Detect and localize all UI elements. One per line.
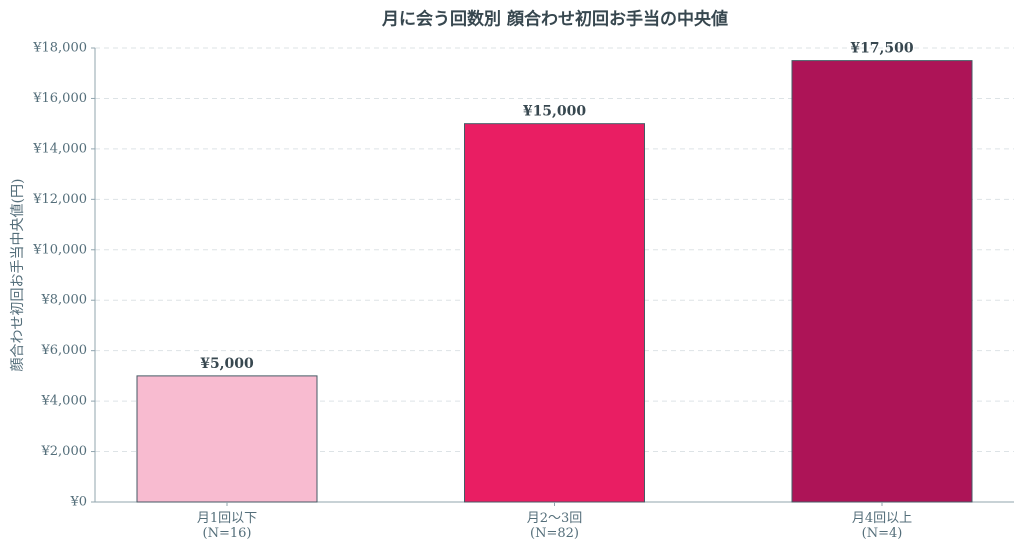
- bar: [464, 123, 645, 503]
- y-axis-label: 顔合わせ初回お手当中央値(円): [9, 179, 26, 372]
- chart-title: 月に会う回数別 顔合わせ初回お手当の中央値: [381, 9, 728, 30]
- x-tick-label: 月4回以上 (N=4): [851, 511, 913, 541]
- y-tick-label: ¥8,000: [41, 293, 88, 308]
- bar: [791, 60, 973, 503]
- y-tick-label: ¥10,000: [32, 242, 87, 257]
- y-tick-label: ¥4,000: [41, 394, 88, 409]
- x-tick-label: 月1回以下 (N=16): [196, 511, 258, 541]
- value-label: ¥15,000: [523, 104, 587, 120]
- value-label: ¥17,500: [850, 41, 914, 57]
- x-tick-label: 月2〜3回 (N=82): [526, 511, 583, 541]
- y-tick-label: ¥18,000: [32, 41, 87, 56]
- y-tick-label: ¥0: [69, 495, 87, 510]
- y-tick-label: ¥14,000: [32, 141, 87, 156]
- y-tick-label: ¥12,000: [32, 192, 87, 207]
- y-tick-label: ¥6,000: [41, 343, 88, 358]
- y-tick-label: ¥2,000: [41, 444, 88, 459]
- bar: [136, 375, 318, 503]
- value-label: ¥5,000: [200, 356, 254, 372]
- y-tick-label: ¥16,000: [32, 91, 87, 106]
